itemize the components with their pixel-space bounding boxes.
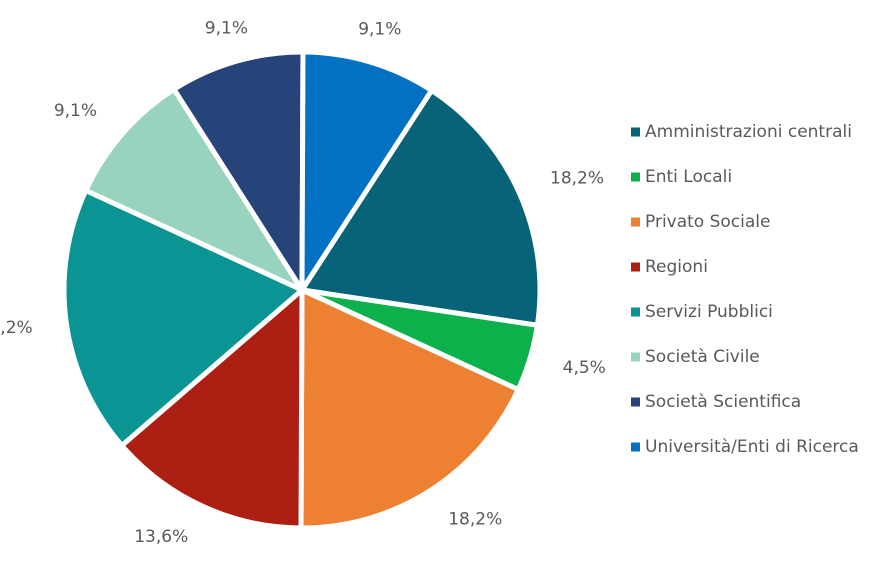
legend-swatch [631,172,640,182]
legend-label: Servizi Pubblici [645,302,773,322]
legend-label: Regioni [645,257,708,277]
legend-swatch [631,262,640,272]
legend-swatch [631,442,640,452]
legend-label: Società Scientifica [645,392,801,412]
data-label: 13,6% [134,527,188,547]
data-label: 9,1% [358,19,401,39]
pie-slice [299,49,435,293]
legend-label: Enti Locali [645,167,732,187]
pie-slice [299,87,543,328]
data-label: 9,1% [54,101,97,121]
pie-slice [83,86,305,293]
pie-slice [171,49,306,293]
legend-swatch [631,397,640,407]
legend-swatch [631,217,640,227]
legend-swatch [631,127,640,137]
legend-label: Amministrazioni centrali [645,122,852,142]
data-label: 4,5% [563,358,606,378]
pie-slice [61,187,305,449]
legend-swatch [631,307,640,317]
legend-label: Società Civile [645,347,760,367]
data-label: 18,2% [0,318,33,338]
legend-label: Privato Sociale [645,212,770,232]
data-label: 18,2% [550,168,604,188]
legend-label: Università/Enti di Ricerca [645,437,859,457]
pie-slice [119,287,305,531]
data-label: 18,2% [448,509,502,529]
data-label: 9,1% [205,19,248,39]
pie-slice [298,287,521,531]
legend-swatch [631,352,640,362]
